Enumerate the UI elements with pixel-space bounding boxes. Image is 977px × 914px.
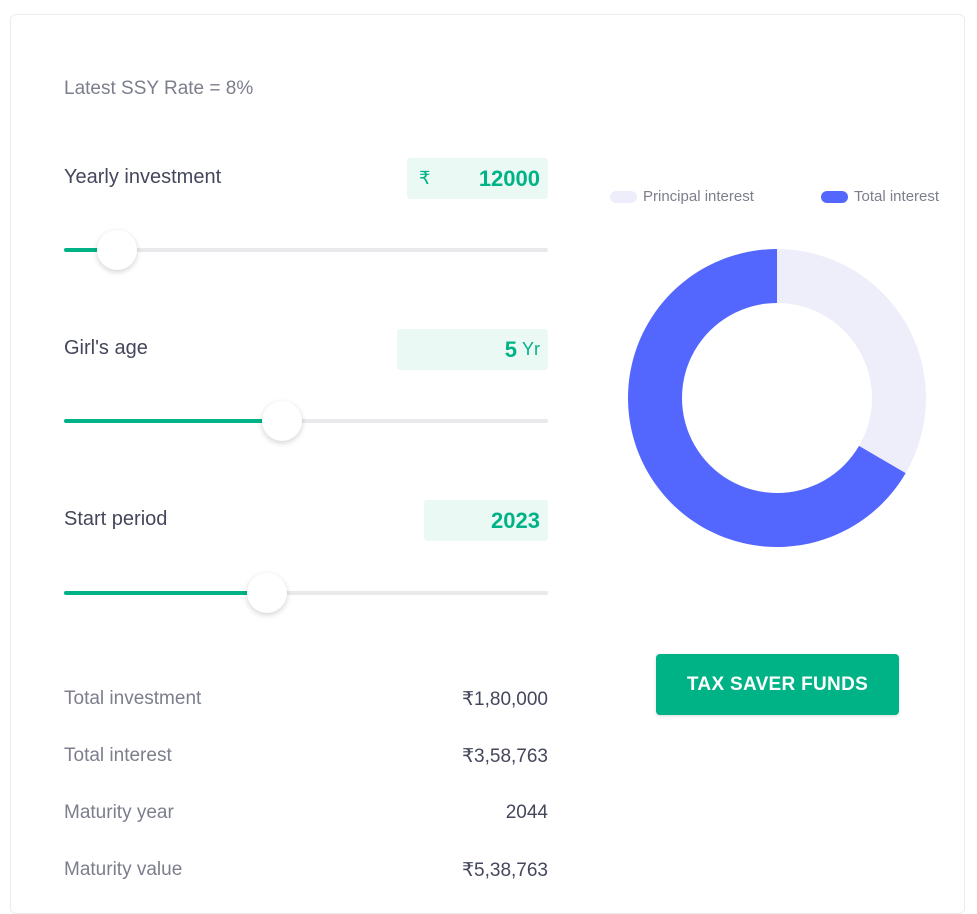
donut-slice-total-interest: [627, 249, 906, 547]
total-interest-label: Total interest: [64, 745, 172, 766]
maturity-year-row: Maturity year 2044: [64, 802, 548, 824]
start-period-input[interactable]: 2023: [424, 500, 548, 541]
yearly-investment-slider[interactable]: [64, 230, 548, 270]
yearly-investment-label: Yearly investment: [64, 166, 222, 188]
maturity-value-row: Maturity value ₹5,38,763: [64, 859, 548, 882]
total-investment-value: ₹1,80,000: [461, 689, 548, 710]
yearly-investment-input[interactable]: ₹ 12000: [407, 158, 548, 199]
start-period-value: 2023: [491, 507, 540, 533]
legend-principal-label: Principal interest: [643, 188, 754, 205]
slider-handle[interactable]: [261, 401, 302, 441]
donut-chart: [627, 249, 926, 547]
maturity-value-value: ₹5,38,763: [461, 860, 548, 881]
tax-saver-funds-button[interactable]: TAX SAVER FUNDS: [656, 654, 899, 715]
slider-fill: [64, 419, 282, 423]
legend-interest: Total interest: [821, 188, 939, 205]
maturity-value-label: Maturity value: [64, 859, 183, 880]
legend-principal-swatch: [610, 190, 637, 203]
girls-age-input[interactable]: 5 Yr: [397, 329, 548, 370]
girls-age-slider[interactable]: [64, 401, 548, 441]
start-period-slider[interactable]: [64, 573, 548, 613]
slider-fill: [64, 591, 268, 595]
start-period-label: Start period: [64, 508, 168, 530]
total-investment-row: Total investment ₹1,80,000: [64, 688, 548, 711]
total-interest-value: ₹3,58,763: [461, 746, 548, 767]
legend-principal: Principal interest: [610, 188, 754, 205]
rupee-icon: ₹: [419, 168, 431, 188]
ssy-rate-label: Latest SSY Rate = 8%: [64, 78, 254, 99]
total-interest-row: Total interest ₹3,58,763: [64, 745, 548, 768]
girls-age-unit: Yr: [522, 339, 540, 359]
legend-interest-label: Total interest: [854, 188, 940, 205]
slider-fill: [64, 248, 118, 252]
slider-handle[interactable]: [247, 573, 288, 613]
maturity-year-label: Maturity year: [64, 802, 174, 823]
donut-slice-principal-interest: [777, 249, 926, 474]
slider-handle[interactable]: [97, 230, 138, 270]
total-investment-label: Total investment: [64, 688, 202, 709]
legend-interest-swatch: [821, 190, 848, 203]
yearly-investment-value: 12000: [478, 165, 540, 191]
maturity-year-value: 2044: [505, 802, 548, 823]
girls-age-label: Girl's age: [64, 337, 148, 359]
girls-age-value: 5: [504, 336, 517, 362]
